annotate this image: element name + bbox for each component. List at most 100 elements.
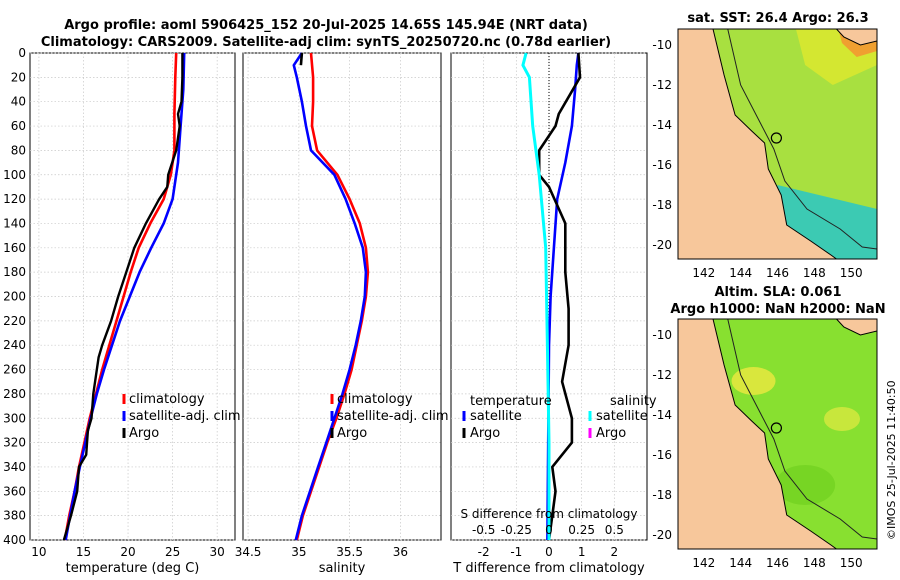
y-tick-label: 320: [3, 436, 26, 450]
y-tick-label: 380: [3, 509, 26, 523]
sla-high-patch: [731, 367, 776, 395]
sla-map-title-1: Altim. SLA: 0.061: [715, 285, 842, 300]
top-tick-label: 0.25: [568, 523, 595, 537]
sla-high-patch: [823, 407, 860, 431]
lon-tick-label: 142: [692, 556, 715, 570]
sst-map: -10 -12 -14 -16 -18 -20 142 144 146 148 150: [652, 28, 878, 280]
lat-tick-label: -14: [652, 408, 672, 422]
title-line-1: Argo profile: aoml 5906425_152 20-Jul-20…: [64, 18, 588, 33]
y-tick-label: 240: [3, 338, 26, 352]
series-line-s-satellite: [521, 52, 551, 540]
legend-label: satellite-adj. clim: [129, 409, 241, 424]
x-axis-label: temperature (deg C): [66, 561, 200, 576]
lon-tick-label: 150: [840, 266, 863, 280]
lat-tick-label: -14: [652, 118, 672, 132]
lon-tick-label: 146: [766, 556, 789, 570]
lon-tick-label: 148: [803, 556, 826, 570]
lat-tick-label: -10: [652, 328, 672, 342]
shelf-contour: [727, 318, 878, 540]
x-tick-label: 34.5: [235, 545, 262, 559]
lat-tick-label: -16: [652, 158, 672, 172]
sst-map-title: sat. SST: 26.4 Argo: 26.3: [687, 11, 868, 26]
y-tick-label: 220: [3, 314, 26, 328]
lat-tick-label: -18: [652, 488, 672, 502]
x-tick-label: 35: [291, 545, 306, 559]
legend-label: Argo: [470, 426, 500, 441]
top-tick-label: -0.5: [472, 523, 495, 537]
legend-label: satellite: [596, 409, 648, 424]
legend-label: satellite: [470, 409, 522, 424]
legend-label: satellite-adj. clim: [337, 409, 449, 424]
australia-landmass: [677, 318, 839, 550]
x-axis-label: T difference from climatology: [452, 561, 645, 576]
y-tick-label: 280: [3, 387, 26, 401]
y-tick-label: 340: [3, 460, 26, 474]
x-tick-label: -2: [478, 545, 490, 559]
lon-tick-label: 148: [803, 266, 826, 280]
argo-float-marker: [770, 132, 782, 144]
lon-tick-label: 142: [692, 266, 715, 280]
legend-label: Argo: [129, 426, 159, 441]
temperature-panel: 0 20 40 60 80 100 120 140 160 180 200 220 240 260 280 3…: [3, 46, 241, 576]
y-tick-label: 100: [3, 168, 26, 182]
lat-tick-label: -10: [652, 38, 672, 52]
x-tick-label: 10: [31, 545, 46, 559]
x-tick-label: -1: [510, 545, 522, 559]
difference-panel: -2 -1 0 1 2 T difference from climatology S di…: [450, 52, 657, 576]
y-tick-label: 160: [3, 241, 26, 255]
y-tick-label: 20: [11, 70, 26, 84]
lon-tick-label: 150: [840, 556, 863, 570]
lat-tick-label: -12: [652, 78, 672, 92]
x-tick-label: 2: [611, 545, 619, 559]
y-tick-label: 60: [11, 119, 26, 133]
legend-title: temperature: [470, 394, 552, 409]
x-tick-label: 15: [76, 545, 91, 559]
lon-tick-label: 146: [766, 266, 789, 280]
x-tick-label: 25: [165, 545, 180, 559]
legend-label: Argo: [337, 426, 367, 441]
legend-label: Argo: [596, 426, 626, 441]
top-axis-label: S difference from climatology: [461, 507, 638, 521]
legend-label: climatology: [129, 392, 205, 407]
x-tick-label: 36: [393, 545, 408, 559]
lon-tick-label: 144: [729, 266, 752, 280]
sla-map: -10 -12 -14 -16 -18 -20 142 144 146 148 150: [652, 318, 878, 570]
map-frame: [677, 318, 878, 550]
x-axis-label: salinity: [319, 561, 366, 576]
y-tick-label: 0: [18, 46, 26, 60]
y-tick-label: 80: [11, 143, 26, 157]
x-tick-label: 35.5: [336, 545, 363, 559]
series-line-argo: [299, 52, 304, 66]
legend-label: climatology: [337, 392, 413, 407]
y-tick-label: 200: [3, 290, 26, 304]
top-tick-label: 0.5: [605, 523, 624, 537]
y-tick-label: 40: [11, 95, 26, 109]
series-line-argo: [62, 53, 184, 541]
title-line-2: Climatology: CARS2009. Satellite-adj cli…: [41, 35, 611, 50]
map-frame: [677, 28, 878, 260]
series-line-satellite-adj-clim: [292, 52, 368, 541]
sla-low-patch: [775, 465, 836, 505]
legend-title: salinity: [610, 394, 657, 409]
x-tick-label: 20: [120, 545, 135, 559]
sla-map-title-2: Argo h1000: NaN h2000: NaN: [670, 302, 885, 317]
y-tick-label: 120: [3, 192, 26, 206]
y-tick-label: 300: [3, 411, 26, 425]
lat-tick-label: -12: [652, 368, 672, 382]
argo-float-marker: [770, 422, 782, 434]
x-tick-label: 1: [578, 545, 586, 559]
lat-tick-label: -20: [652, 238, 672, 252]
x-tick-label: 0: [545, 545, 553, 559]
y-tick-label: 180: [3, 265, 26, 279]
series-line-t-satellite: [546, 52, 580, 541]
top-tick-label: 0: [545, 523, 553, 537]
imos-credit: ©IMOS 25-Jul-2025 11:40:50: [885, 380, 898, 540]
lat-tick-label: -18: [652, 198, 672, 212]
shelf-contour: [727, 28, 878, 250]
lat-tick-label: -16: [652, 448, 672, 462]
top-tick-label: -0.25: [501, 523, 532, 537]
australia-landmass: [677, 28, 839, 260]
y-tick-label: 400: [3, 533, 26, 547]
lat-tick-label: -20: [652, 528, 672, 542]
